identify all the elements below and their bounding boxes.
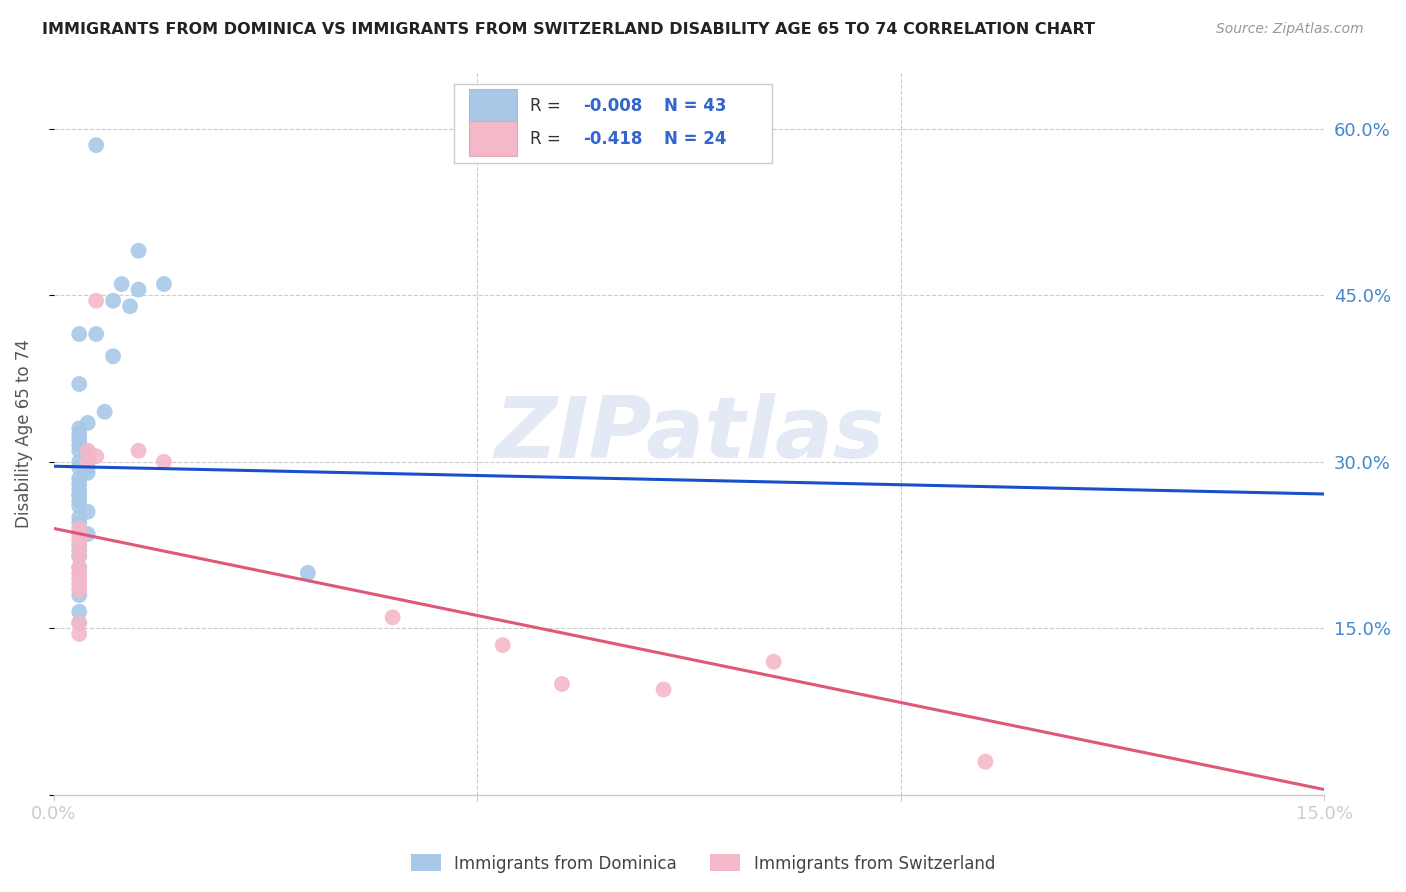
Point [67,560,90,574]
Point [381,610,404,624]
Text: N = 24: N = 24 [664,129,725,148]
Text: N = 43: N = 43 [664,97,725,115]
Point [118,299,141,313]
Point [67,627,90,641]
Point [67,577,90,591]
Point [67,443,90,458]
Point [76,449,98,463]
Point [67,427,90,442]
Point [67,377,90,392]
Point [67,433,90,447]
Y-axis label: Disability Age 65 to 74: Disability Age 65 to 74 [15,340,32,528]
Point [84,293,107,308]
Point [67,538,90,552]
Point [76,416,98,430]
Point [110,277,132,291]
Point [128,283,150,297]
Point [67,615,90,630]
Point [492,638,515,652]
Point [67,615,90,630]
Point [67,560,90,574]
Point [67,326,90,341]
Point [153,455,176,469]
Point [67,538,90,552]
Point [652,682,675,697]
Bar [470,121,517,156]
Point [67,471,90,485]
Point [67,588,90,602]
Point [67,521,90,535]
Point [76,460,98,475]
Point [67,571,90,585]
Bar [454,84,772,163]
Point [76,527,98,541]
Text: -0.418: -0.418 [583,129,643,148]
Point [128,443,150,458]
Point [153,277,176,291]
Point [93,405,115,419]
Text: R =: R = [530,97,567,115]
Point [84,138,107,153]
Point [101,293,124,308]
Point [297,566,319,580]
Point [67,483,90,497]
Point [67,549,90,564]
Text: IMMIGRANTS FROM DOMINICA VS IMMIGRANTS FROM SWITZERLAND DISABILITY AGE 65 TO 74 : IMMIGRANTS FROM DOMINICA VS IMMIGRANTS F… [42,22,1095,37]
Point [67,510,90,524]
Point [67,605,90,619]
Point [551,677,574,691]
Point [67,438,90,452]
Point [84,449,107,463]
Point [67,516,90,530]
Point [84,326,107,341]
Point [76,443,98,458]
Point [76,505,98,519]
Point [128,244,150,258]
Point [974,755,997,769]
Text: R =: R = [530,129,567,148]
Point [67,421,90,435]
Point [67,543,90,558]
Point [67,477,90,491]
Point [67,566,90,580]
Point [76,466,98,480]
Point [67,527,90,541]
Point [762,655,785,669]
Point [76,446,98,460]
Point [67,488,90,502]
Point [67,533,90,547]
Bar [470,89,517,123]
Point [67,549,90,564]
Text: ZIPatlas: ZIPatlas [494,392,884,475]
Point [67,488,90,502]
Point [67,582,90,597]
Point [76,455,98,469]
Point [101,349,124,363]
Text: Source: ZipAtlas.com: Source: ZipAtlas.com [1216,22,1364,37]
Text: -0.008: -0.008 [583,97,643,115]
Legend: Immigrants from Dominica, Immigrants from Switzerland: Immigrants from Dominica, Immigrants fro… [405,847,1001,880]
Point [67,460,90,475]
Point [67,493,90,508]
Point [67,500,90,514]
Point [67,455,90,469]
